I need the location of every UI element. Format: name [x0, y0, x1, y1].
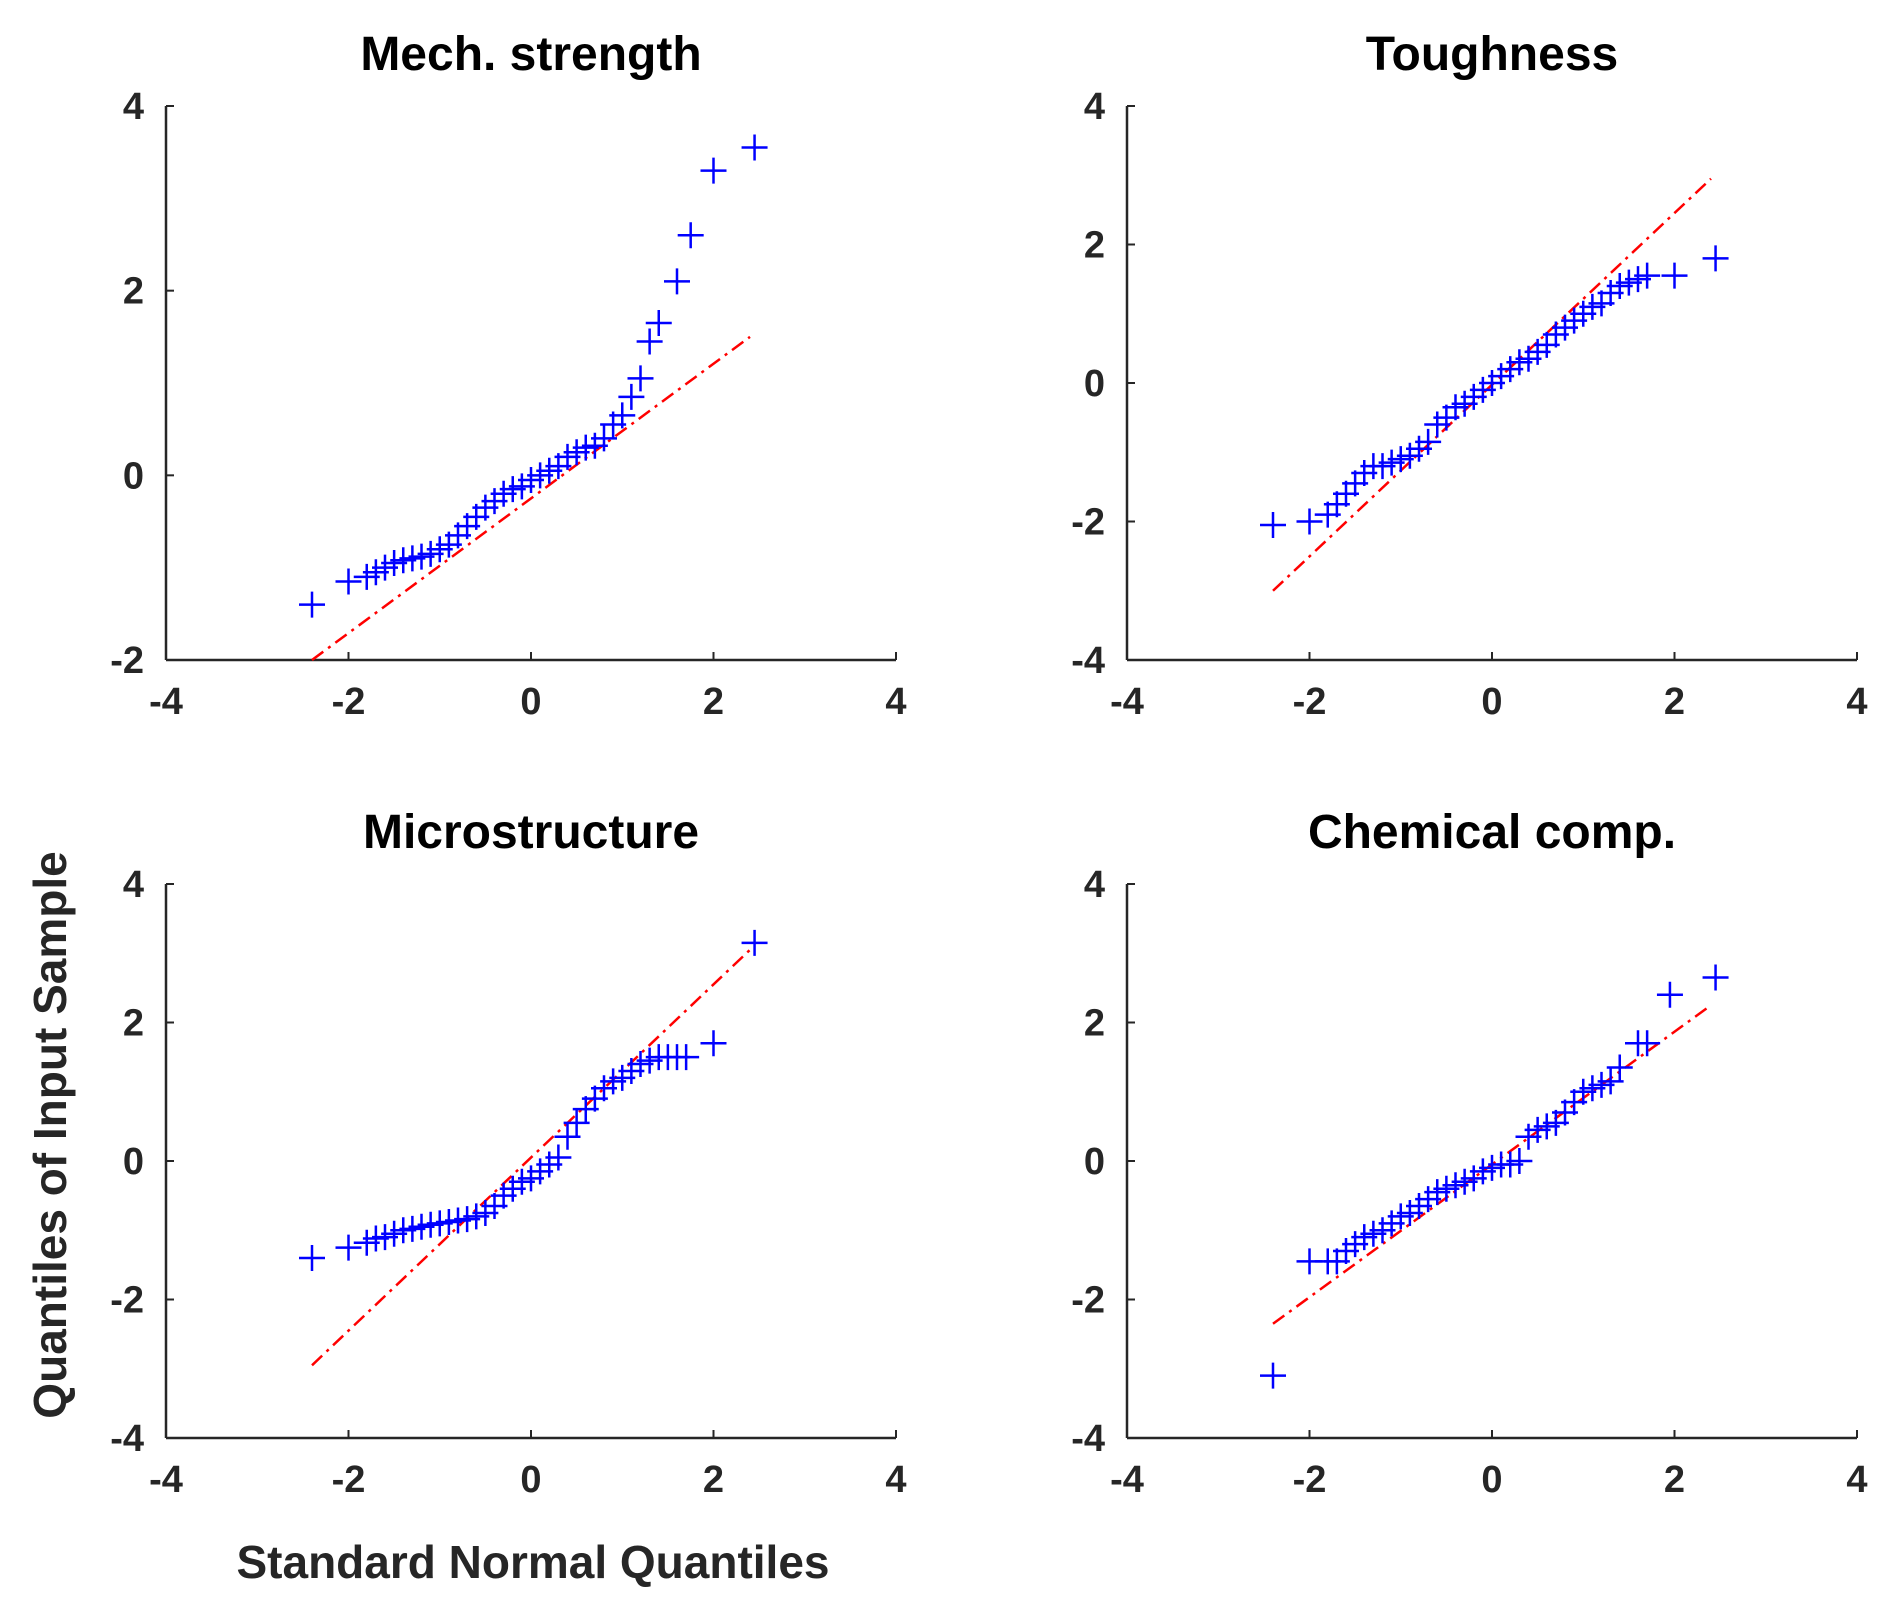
data-point-marker	[664, 268, 690, 295]
data-point-marker	[618, 383, 645, 410]
y-tick-label: -2	[1071, 1280, 1105, 1322]
y-tick-label: 2	[1084, 225, 1105, 267]
data-point-marker	[741, 134, 768, 161]
x-tick-label: -4	[149, 1459, 183, 1501]
x-tick-label: 4	[1846, 681, 1867, 723]
chart-panel-2: Toughness -4 -2 0 2 4 -4 -2 0 2 4	[1071, 28, 1867, 723]
y-tick-label: 4	[1084, 86, 1105, 128]
x-tick-label: 2	[1664, 681, 1685, 723]
data-point-marker	[1656, 981, 1683, 1008]
data-point-marker	[1597, 1068, 1624, 1095]
reference-line	[311, 948, 751, 1367]
data-point-marker	[299, 591, 325, 618]
y-tick-label: -4	[110, 1418, 144, 1460]
data-point-marker	[673, 1044, 700, 1071]
x-tick-label: 4	[885, 1459, 906, 1501]
x-tick-label: -2	[332, 681, 366, 723]
x-tick-label: 4	[885, 681, 906, 723]
y-tick-label: -2	[110, 640, 144, 682]
data-point-marker	[1634, 262, 1661, 289]
data-point-marker	[645, 309, 672, 336]
x-tick-label: 2	[703, 1459, 724, 1501]
x-tick-label: 0	[1481, 1459, 1502, 1501]
data-point-marker	[1506, 1148, 1533, 1174]
data-point-marker	[1606, 1054, 1633, 1081]
y-axis-title: Quantiles of Input Sample	[24, 851, 76, 1418]
y-tick-label: -4	[1071, 640, 1105, 682]
data-point-marker	[741, 929, 768, 956]
x-tick-label: 2	[703, 681, 724, 723]
chart-panel-3: Microstructure -4 -2 0 2 4 -4 -2 0 2 4	[110, 806, 906, 1501]
x-tick-label: 4	[1846, 1459, 1867, 1501]
data-point-marker	[335, 568, 362, 595]
data-point-marker	[1296, 508, 1323, 535]
x-axis-title: Standard Normal Quantiles	[236, 1536, 829, 1588]
y-tick-label: -2	[1071, 502, 1105, 544]
x-tick-label: 0	[1481, 681, 1502, 723]
data-point-marker	[1661, 262, 1688, 289]
x-tick-label: 2	[1664, 1459, 1685, 1501]
data-point-marker	[609, 402, 636, 429]
x-tick-label: 0	[520, 681, 541, 723]
data-point-marker	[677, 222, 704, 249]
y-tick-label: 0	[1084, 363, 1105, 405]
x-tick-label: 0	[520, 1459, 541, 1501]
y-tick-label: 4	[1084, 864, 1105, 906]
data-point-marker	[554, 1123, 581, 1150]
data-point-marker	[1260, 1362, 1286, 1389]
x-tick-label: -2	[332, 1459, 366, 1501]
y-tick-label: -4	[1071, 1418, 1105, 1460]
data-point-marker	[627, 365, 654, 392]
y-tick-label: 2	[1084, 1003, 1105, 1045]
panel-title: Microstructure	[363, 806, 699, 859]
panel-title: Chemical comp.	[1308, 806, 1676, 859]
y-tick-label: -2	[110, 1280, 144, 1322]
data-point-marker	[636, 328, 663, 355]
y-tick-label: 0	[1084, 1141, 1105, 1183]
data-point-marker	[1702, 245, 1729, 272]
x-tick-label: -4	[1110, 681, 1144, 723]
panel-title: Mech. strength	[360, 28, 701, 81]
data-point-marker	[1634, 1030, 1661, 1057]
x-tick-label: -4	[149, 681, 183, 723]
data-point-marker	[1415, 428, 1442, 455]
x-tick-label: -2	[1293, 1459, 1327, 1501]
data-point-marker	[700, 1030, 727, 1057]
data-point-marker	[545, 1144, 572, 1171]
chart-panel-4: Chemical comp. -4 -2 0 2 4 -4 -2 0 2 4	[1071, 806, 1867, 1501]
y-tick-label: 0	[123, 1141, 144, 1183]
x-tick-label: -4	[1110, 1459, 1144, 1501]
x-tick-label: -2	[1293, 681, 1327, 723]
reference-line	[311, 335, 751, 662]
data-point-marker	[700, 157, 727, 184]
data-point-marker	[335, 1234, 362, 1261]
y-tick-label: 2	[123, 271, 144, 313]
data-point-marker	[1260, 511, 1286, 538]
data-point-marker	[1702, 964, 1729, 991]
data-point-marker	[299, 1244, 325, 1271]
data-point-marker	[563, 1109, 590, 1136]
y-tick-label: 4	[123, 86, 144, 128]
y-tick-label: 2	[123, 1003, 144, 1045]
y-tick-label: 0	[123, 455, 144, 497]
data-point-marker	[591, 425, 617, 452]
y-tick-label: 4	[123, 864, 144, 906]
panel-title: Toughness	[1366, 28, 1618, 81]
